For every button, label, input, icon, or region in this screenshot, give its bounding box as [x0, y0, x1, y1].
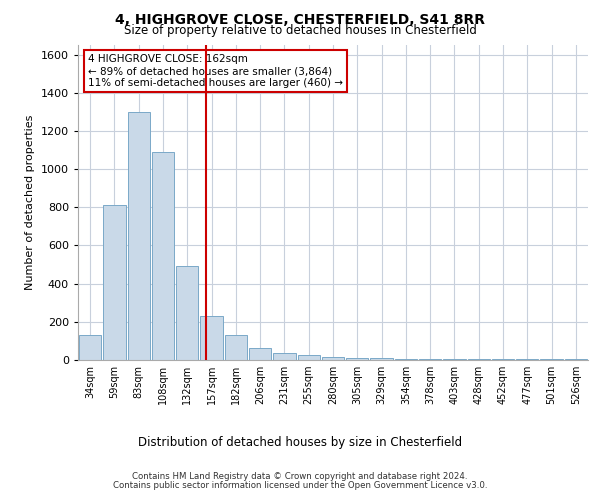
Bar	[152, 152, 174, 360]
Text: Distribution of detached houses by size in Chesterfield: Distribution of detached houses by size …	[138, 436, 462, 449]
Bar	[103, 206, 125, 360]
Text: Contains public sector information licensed under the Open Government Licence v3: Contains public sector information licen…	[113, 481, 487, 490]
Bar	[516, 359, 538, 360]
Bar	[467, 359, 490, 360]
Bar	[200, 316, 223, 360]
Bar	[224, 335, 247, 360]
Bar	[565, 359, 587, 360]
Bar	[79, 335, 101, 360]
Text: 4 HIGHGROVE CLOSE: 162sqm
← 89% of detached houses are smaller (3,864)
11% of se: 4 HIGHGROVE CLOSE: 162sqm ← 89% of detac…	[88, 54, 343, 88]
Bar	[249, 348, 271, 360]
Bar	[370, 358, 393, 360]
Y-axis label: Number of detached properties: Number of detached properties	[25, 115, 35, 290]
Bar	[541, 359, 563, 360]
Bar	[298, 355, 320, 360]
Text: Size of property relative to detached houses in Chesterfield: Size of property relative to detached ho…	[124, 24, 476, 37]
Bar	[346, 358, 368, 360]
Bar	[492, 359, 514, 360]
Bar	[128, 112, 150, 360]
Text: Contains HM Land Registry data © Crown copyright and database right 2024.: Contains HM Land Registry data © Crown c…	[132, 472, 468, 481]
Text: 4, HIGHGROVE CLOSE, CHESTERFIELD, S41 8RR: 4, HIGHGROVE CLOSE, CHESTERFIELD, S41 8R…	[115, 12, 485, 26]
Bar	[322, 357, 344, 360]
Bar	[176, 266, 199, 360]
Bar	[419, 359, 442, 360]
Bar	[395, 359, 417, 360]
Bar	[273, 354, 296, 360]
Bar	[443, 359, 466, 360]
